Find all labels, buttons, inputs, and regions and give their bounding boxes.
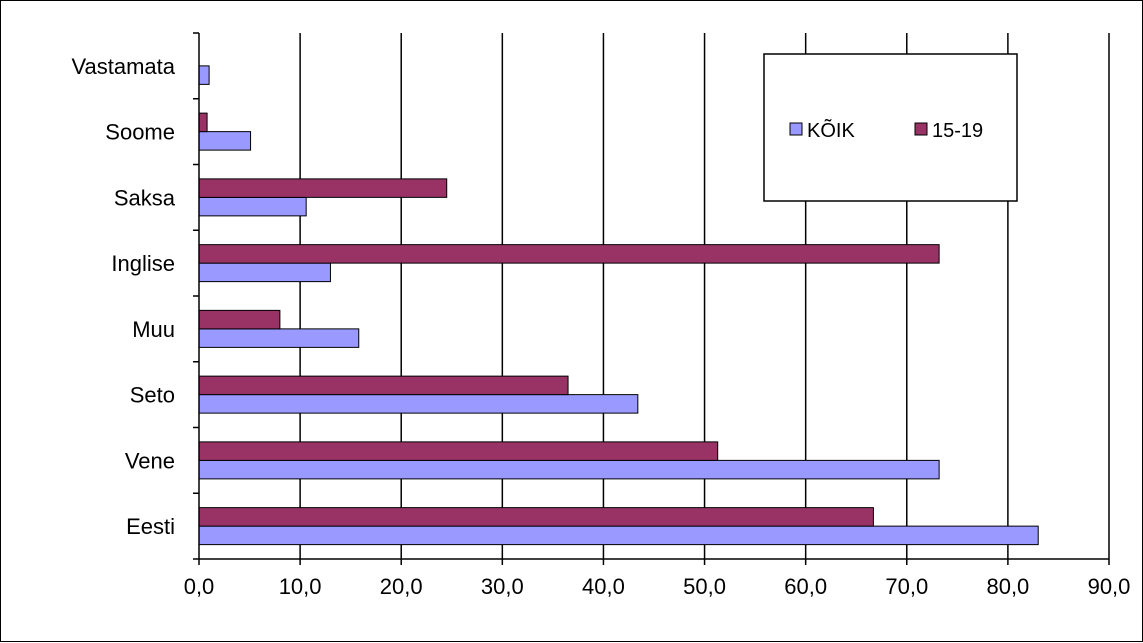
category-label: Eesti xyxy=(126,514,175,539)
bars xyxy=(198,65,1039,546)
legend: KÕIK 15-19 xyxy=(763,53,1018,202)
category-label: Saksa xyxy=(114,185,176,210)
bar-series-2-seto xyxy=(198,375,569,396)
bar-series-2-inglise xyxy=(198,244,940,264)
legend-label-series-2: 15-19 xyxy=(932,120,983,142)
bar-series-1-soome xyxy=(198,131,252,151)
category-label: Muu xyxy=(132,317,175,342)
legend-label-series-1: KÕIK xyxy=(807,118,855,142)
bar-series-2-soome xyxy=(198,112,208,133)
legend-swatch-series-1 xyxy=(789,122,803,136)
bar-series-2-saksa xyxy=(198,178,448,198)
bar-series-1-vastamata xyxy=(198,65,210,85)
bar-series-1-eesti xyxy=(198,525,1039,546)
x-tick-label: 40,0 xyxy=(582,574,625,599)
category-label: Seto xyxy=(130,383,175,408)
bar-series-1-saksa xyxy=(198,196,307,217)
bar-series-2-vene xyxy=(198,441,719,461)
x-tick-label: 0,0 xyxy=(184,574,215,599)
x-tick-label: 50,0 xyxy=(683,574,726,599)
x-tick-label: 60,0 xyxy=(784,574,827,599)
category-label: Vene xyxy=(125,448,175,473)
x-tick-label: 10,0 xyxy=(279,574,322,599)
x-tick-label: 70,0 xyxy=(885,574,928,599)
category-label: Soome xyxy=(105,120,175,145)
x-tick-label: 90,0 xyxy=(1088,574,1131,599)
x-tick-label: 30,0 xyxy=(481,574,524,599)
legend-box xyxy=(763,53,1018,202)
bar-series-2-muu xyxy=(198,309,281,330)
legend-swatch-series-2 xyxy=(914,122,928,136)
x-tick-labels: 0,0 10,0 20,0 30,0 40,0 50,0 60,0 70,0 80,0 90,0 xyxy=(184,574,1131,599)
bar-series-2-eesti xyxy=(198,507,874,527)
bar-series-1-seto xyxy=(198,394,639,414)
category-labels: Eesti Vene Seto Muu Inglise Saksa Soome Vastama… xyxy=(71,54,175,539)
x-tick-label: 80,0 xyxy=(986,574,1029,599)
bar-series-1-vene xyxy=(198,459,940,480)
axes xyxy=(193,32,1109,560)
category-label: Vastamata xyxy=(71,54,175,79)
x-tick-label: 20,0 xyxy=(380,574,423,599)
category-label: Inglise xyxy=(111,251,175,276)
bar-series-1-muu xyxy=(198,328,360,348)
bar-series-1-inglise xyxy=(198,262,331,283)
